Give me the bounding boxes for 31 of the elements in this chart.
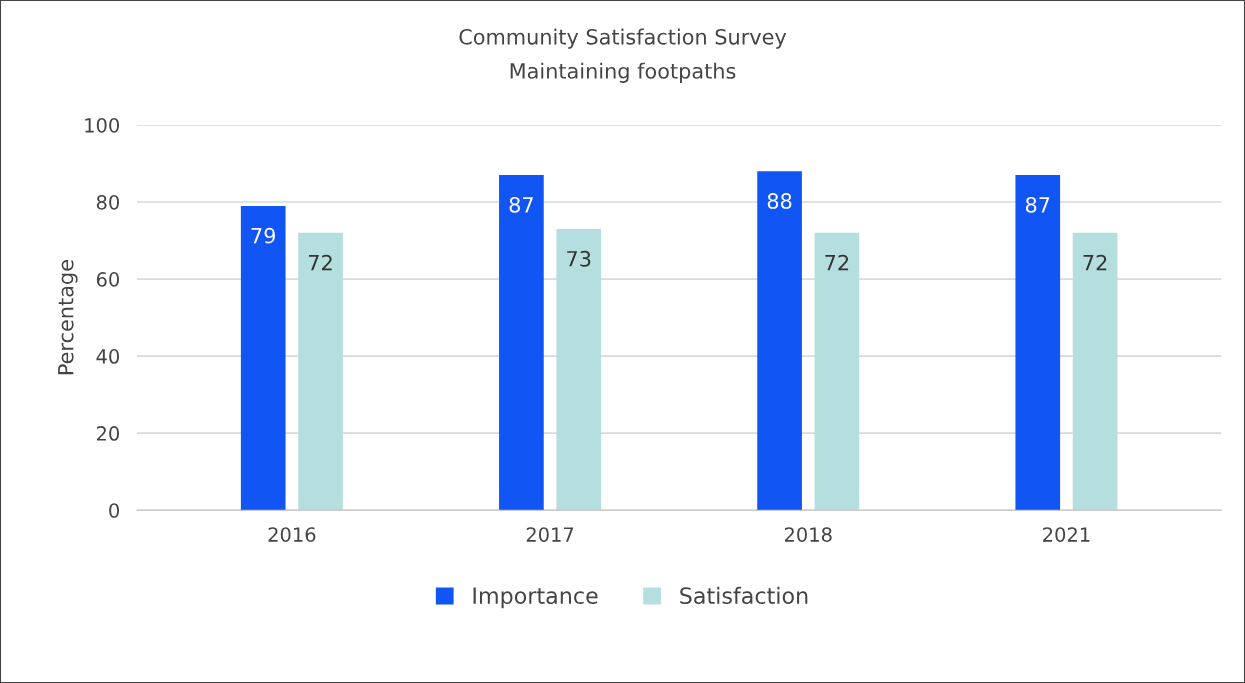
chart-subtitle: Maintaining footpaths xyxy=(510,62,736,83)
bar xyxy=(298,232,343,511)
x-tick-label: 2017 xyxy=(526,527,574,542)
x-tick-label: 2016 xyxy=(268,527,316,542)
bar xyxy=(240,205,286,511)
y-axis-title: Percentage xyxy=(58,260,78,375)
y-tick-label: 80 xyxy=(96,194,119,210)
data-label: 87 xyxy=(509,196,533,213)
x-tick-label: 2021 xyxy=(1043,527,1090,542)
bar xyxy=(499,175,544,511)
bar xyxy=(556,229,602,511)
bar xyxy=(1015,175,1061,511)
data-label: 73 xyxy=(567,250,591,267)
x-tick-label: 2018 xyxy=(784,527,832,542)
data-label: 79 xyxy=(251,227,275,244)
y-tick-label: 20 xyxy=(96,426,119,441)
chart-title: Community Satisfaction Survey xyxy=(459,28,787,49)
data-label: 72 xyxy=(825,254,849,271)
data-label: 88 xyxy=(767,193,792,209)
y-tick-label: 0 xyxy=(109,503,119,518)
bar xyxy=(757,171,802,511)
legend-label: Importance xyxy=(473,587,598,609)
data-label: 72 xyxy=(308,254,332,271)
legend-label: Satisfaction xyxy=(680,586,808,605)
y-tick-label: 60 xyxy=(96,272,119,287)
y-tick-label: 40 xyxy=(96,349,119,364)
bar xyxy=(814,232,860,511)
y-tick-label: 100 xyxy=(85,117,119,133)
data-label: 87 xyxy=(1025,196,1050,213)
data-label: 72 xyxy=(1083,254,1107,271)
bar xyxy=(1072,232,1118,511)
